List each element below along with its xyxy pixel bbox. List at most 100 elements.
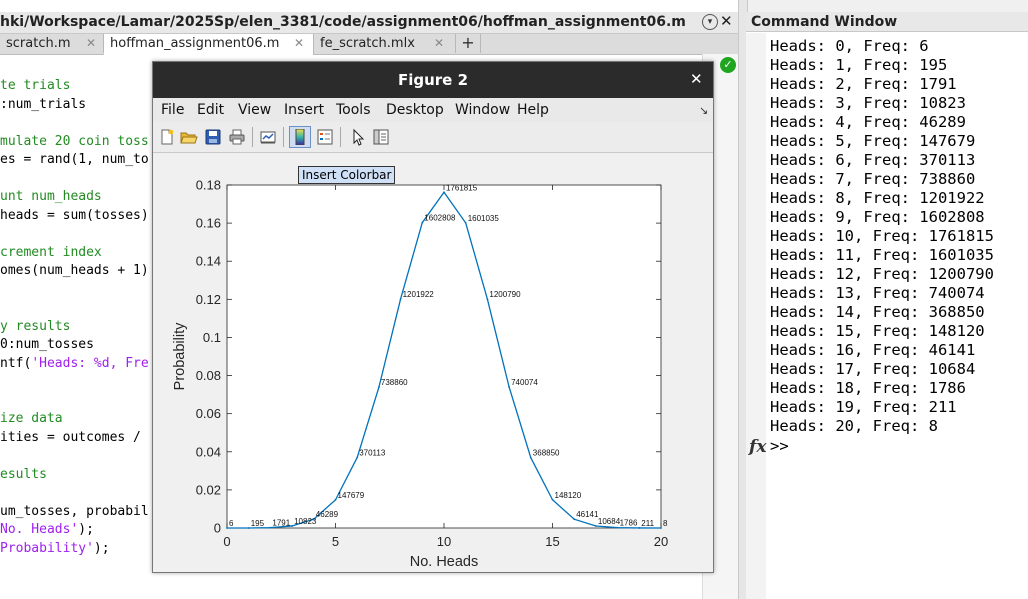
code-comment: esults <box>0 466 47 482</box>
tab-label: scratch.m <box>6 36 71 51</box>
data-point <box>247 527 250 529</box>
y-tick-label: 0.16 <box>196 216 221 231</box>
tab-hoffman-assignment06[interactable]: hoffman_assignment06.m ✕ <box>104 34 314 55</box>
data-label: 6 <box>229 519 234 528</box>
menu-window[interactable]: Window <box>455 102 511 118</box>
data-point <box>334 498 337 501</box>
command-prompt[interactable]: >> <box>770 437 789 455</box>
insert-colorbar-button[interactable] <box>289 126 311 148</box>
editor-tabbar: scratch.m ✕ hoffman_assignment06.m ✕ fe_… <box>0 34 738 55</box>
x-tick-label: 15 <box>545 534 559 549</box>
print-icon[interactable] <box>228 128 246 146</box>
property-editor-icon[interactable] <box>372 128 390 146</box>
code-line[interactable]: Probability'); <box>0 540 110 558</box>
code-comment: unt num_heads <box>0 189 102 204</box>
command-window[interactable]: Command Window Heads: 0, Freq: 6 Heads: 1… <box>746 12 1028 599</box>
menu-insert[interactable]: Insert <box>284 102 325 118</box>
code-line[interactable]: heads = sum(tosses) <box>0 207 149 225</box>
x-axis-label: No. Heads <box>410 554 479 570</box>
code-text: :num_trials <box>0 96 87 112</box>
data-point <box>226 527 228 529</box>
data-label: 46141 <box>576 510 599 519</box>
y-axis-label: Probability <box>172 322 188 390</box>
data-label: 46289 <box>316 510 339 519</box>
data-label: 147679 <box>338 491 365 500</box>
open-file-icon[interactable] <box>180 128 198 146</box>
menu-tools[interactable]: Tools <box>336 102 371 118</box>
code-area[interactable]: te trials:num_trials mulate 20 coin toss e… <box>0 54 702 599</box>
data-point <box>269 526 272 529</box>
command-output-line: Heads: 17, Freq: 10684 <box>770 360 976 378</box>
figure-canvas[interactable]: 0 0.02 0.04 0.06 0.08 0.1 0.12 0.14 0.16 0.18 0 5 10… <box>153 153 713 572</box>
x-tick-label: 10 <box>437 534 451 549</box>
code-string: Probability' <box>0 540 94 556</box>
data-point <box>638 527 641 529</box>
dock-figure-icon[interactable]: ↘ <box>699 104 709 117</box>
data-label: 10684 <box>598 517 621 526</box>
editor-close-icon[interactable]: ✕ <box>720 12 733 30</box>
add-tab-button[interactable]: + <box>456 34 481 53</box>
pointer-icon[interactable] <box>349 128 367 146</box>
save-icon[interactable] <box>204 128 222 146</box>
command-output-line: Heads: 19, Freq: 211 <box>770 398 957 416</box>
close-tab-icon[interactable]: ✕ <box>434 36 445 50</box>
toolbar-separator <box>252 127 253 147</box>
code-comment: ize data <box>0 411 63 426</box>
editor-actions-icon[interactable]: ▾ <box>702 14 718 30</box>
code-line[interactable]: ize data <box>0 410 63 428</box>
toolbar-separator <box>283 127 284 147</box>
menu-desktop[interactable]: Desktop <box>386 102 444 118</box>
close-tab-icon[interactable]: ✕ <box>294 36 305 50</box>
command-output-line: Heads: 8, Freq: 1201922 <box>770 189 985 207</box>
y-tick-label: 0.1 <box>203 330 221 345</box>
code-string: 'Heads: %d, Fre <box>31 355 149 371</box>
data-label: 1201922 <box>403 290 435 299</box>
code-text: es = rand(1, num_to <box>0 152 149 167</box>
menu-help[interactable]: Help <box>517 102 549 118</box>
figure-titlebar[interactable]: Figure 2 ✕ <box>153 62 713 98</box>
code-line[interactable]: :num_trials <box>0 96 86 114</box>
menu-view[interactable]: View <box>238 102 272 118</box>
code-text: ities = outcomes / <box>0 429 141 445</box>
probability-plot[interactable]: 0 0.02 0.04 0.06 0.08 0.1 0.12 0.14 0.16 0.18 0 5 10… <box>153 153 713 572</box>
insert-legend-icon[interactable] <box>316 128 334 146</box>
command-output-line: Heads: 20, Freq: 8 <box>770 417 938 435</box>
toolbar-separator <box>340 127 341 147</box>
code-line[interactable]: y results <box>0 318 70 336</box>
data-label: 1200790 <box>489 290 521 299</box>
code-line[interactable]: crement index <box>0 244 102 262</box>
command-output-line: Heads: 0, Freq: 6 <box>770 37 929 55</box>
figure-close-icon[interactable]: ✕ <box>690 70 703 88</box>
code-line[interactable]: ities = outcomes / <box>0 429 141 447</box>
code-line[interactable]: omes(num_heads + 1) <box>0 262 149 280</box>
link-plot-icon[interactable] <box>259 128 277 146</box>
code-line[interactable]: te trials <box>0 77 70 95</box>
data-label: 368850 <box>533 449 560 458</box>
code-line[interactable]: ntf('Heads: %d, Fre <box>0 355 149 373</box>
close-tab-icon[interactable]: ✕ <box>86 36 97 50</box>
command-window-gutter <box>746 33 766 599</box>
code-analyzer-ok-icon[interactable]: ✓ <box>720 57 736 73</box>
code-line[interactable]: mulate 20 coin toss <box>0 133 149 151</box>
code-comment: crement index <box>0 244 102 260</box>
data-label: 740074 <box>511 378 538 387</box>
code-line[interactable]: 0:num_tosses <box>0 336 94 354</box>
code-line[interactable]: unt num_heads <box>0 188 102 206</box>
tab-fe-scratch[interactable]: fe_scratch.mlx ✕ <box>314 34 456 53</box>
figure-menubar: File Edit View Insert Tools Desktop Wind… <box>153 98 713 122</box>
data-point <box>551 498 554 501</box>
code-line[interactable]: um_tosses, probabil <box>0 503 149 521</box>
tab-scratch[interactable]: scratch.m ✕ <box>0 34 104 53</box>
code-comment: y results <box>0 318 71 334</box>
function-browser-icon[interactable]: fx <box>749 437 767 457</box>
code-line[interactable]: es = rand(1, num_to <box>0 151 149 169</box>
code-line[interactable]: No. Heads'); <box>0 521 94 539</box>
menu-edit[interactable]: Edit <box>197 102 225 118</box>
data-point <box>443 191 445 194</box>
code-text: heads = sum(tosses) <box>0 207 149 223</box>
code-line[interactable]: esults <box>0 466 47 484</box>
code-comment: te trials <box>0 78 71 93</box>
menu-file[interactable]: File <box>161 102 185 118</box>
data-point <box>529 456 532 459</box>
new-figure-icon[interactable] <box>158 128 176 146</box>
